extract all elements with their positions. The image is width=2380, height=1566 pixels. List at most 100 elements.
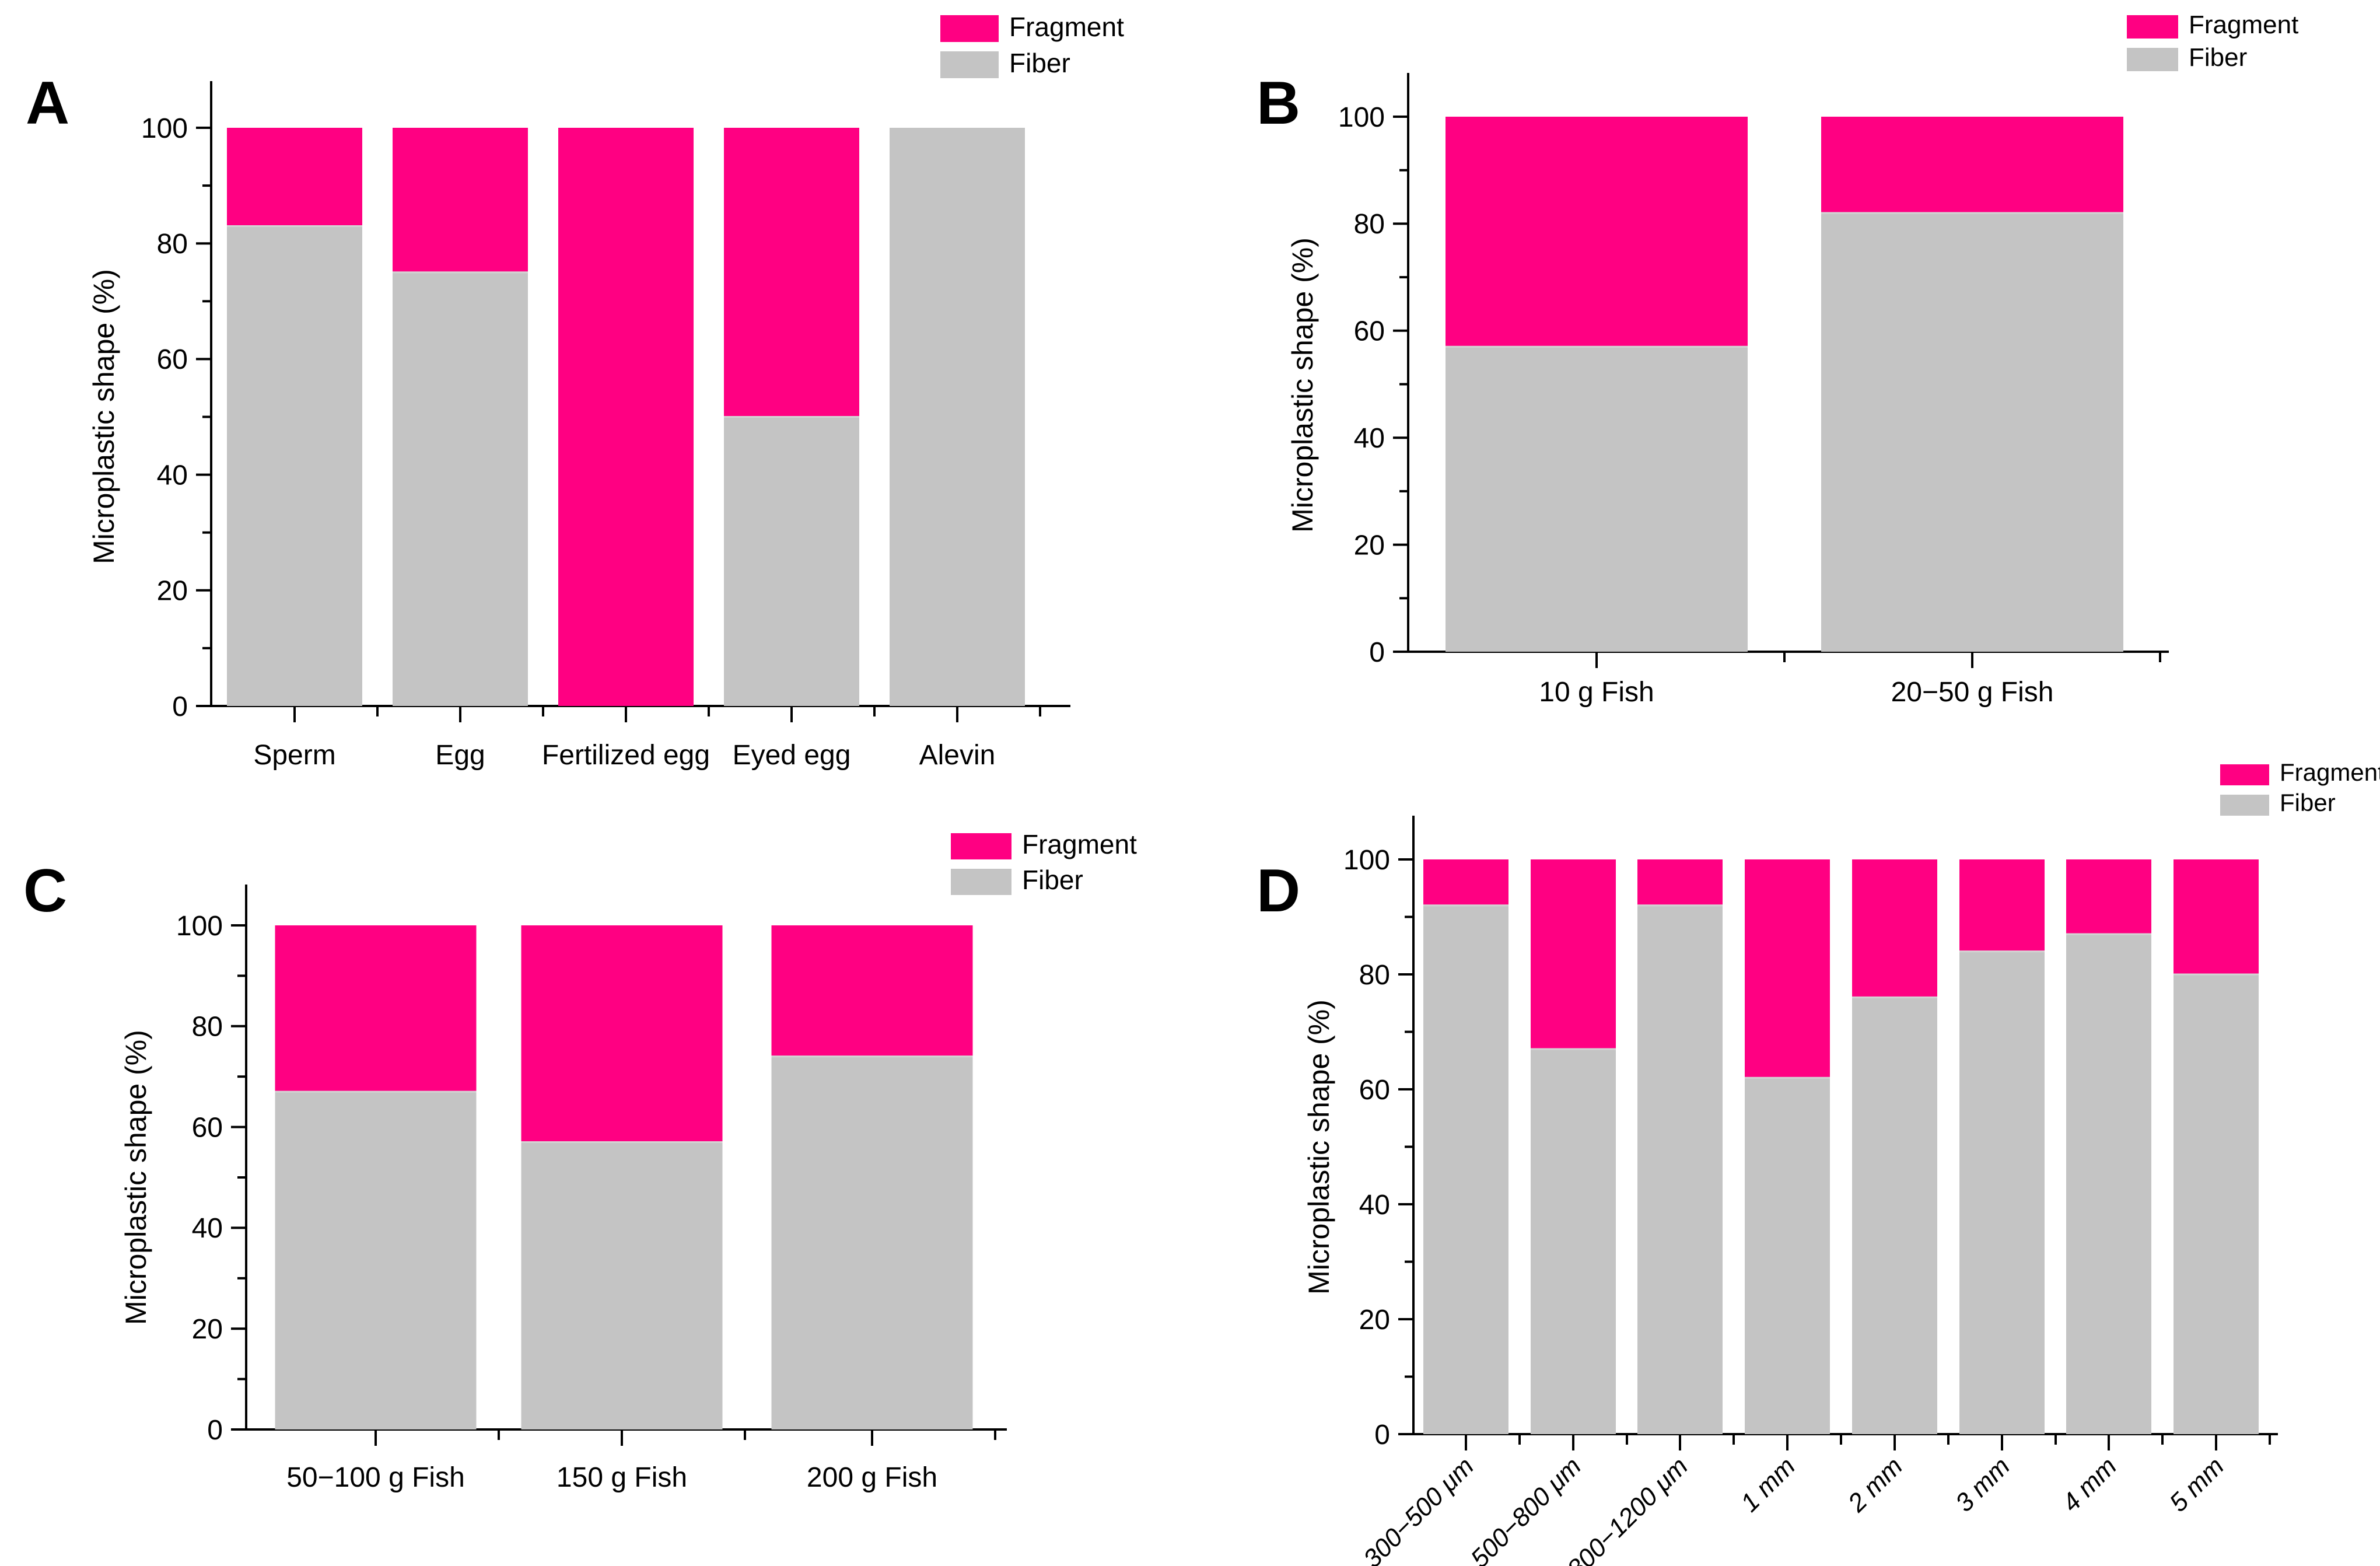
bar-segment-fiber-5 bbox=[1959, 951, 2045, 1434]
category-label: Eyed egg bbox=[733, 740, 851, 771]
bar-segment-fiber-1 bbox=[1821, 213, 2123, 652]
category-label: 4 mm bbox=[2057, 1452, 2122, 1517]
bar-segment-fragment-1 bbox=[521, 925, 723, 1142]
y-tick-label: 80 bbox=[192, 1012, 223, 1043]
y-tick-label: 60 bbox=[1354, 316, 1385, 347]
bar-segment-fragment-2 bbox=[771, 925, 973, 1057]
bar-segment-fragment-0 bbox=[275, 925, 477, 1092]
y-tick-label: 80 bbox=[157, 229, 188, 260]
legend-swatch-fragment bbox=[2220, 764, 2269, 785]
y-tick-label: 60 bbox=[1359, 1075, 1390, 1106]
category-label: 3 mm bbox=[1950, 1452, 2015, 1517]
y-tick-label: 20 bbox=[192, 1314, 223, 1345]
category-label: Egg bbox=[435, 740, 485, 771]
bar-segment-fiber-2 bbox=[1637, 905, 1723, 1434]
y-tick-label: 20 bbox=[1354, 530, 1385, 561]
category-label: 2 mm bbox=[1842, 1452, 1908, 1518]
legend-label-fragment: Fragment bbox=[1022, 829, 1137, 859]
bar-segment-fiber-4 bbox=[890, 128, 1025, 706]
category-label: 1 mm bbox=[1735, 1452, 1801, 1517]
legend-label-fiber: Fiber bbox=[2280, 789, 2336, 816]
category-label: 10 g Fish bbox=[1539, 677, 1654, 708]
y-tick-label: 60 bbox=[157, 344, 188, 375]
y-tick-label: 80 bbox=[1354, 209, 1385, 240]
legend-swatch-fragment bbox=[940, 15, 999, 42]
category-label: 300−500 μm bbox=[1358, 1452, 1479, 1566]
bar-segment-fiber-0 bbox=[1446, 347, 1748, 652]
bar-segment-fiber-1 bbox=[1531, 1049, 1616, 1434]
y-tick-label: 100 bbox=[176, 911, 223, 942]
y-tick-label: 40 bbox=[157, 460, 188, 491]
bar-segment-fiber-3 bbox=[1745, 1078, 1830, 1434]
category-label: 50−100 g Fish bbox=[286, 1462, 465, 1493]
bar-segment-fragment-6 bbox=[2066, 859, 2151, 935]
legend-swatch-fiber bbox=[2220, 795, 2269, 816]
y-tick-label: 100 bbox=[141, 113, 188, 144]
category-label: 5 mm bbox=[2164, 1452, 2230, 1517]
bar-segment-fiber-1 bbox=[521, 1142, 723, 1429]
bar-segment-fragment-0 bbox=[1446, 117, 1748, 347]
y-tick-label: 40 bbox=[1354, 423, 1385, 454]
category-label: 200 g Fish bbox=[807, 1462, 937, 1493]
bar-segment-fragment-0 bbox=[227, 128, 362, 226]
y-axis-title: Microplastic shape (%) bbox=[120, 1030, 152, 1325]
bar-segment-fiber-0 bbox=[227, 226, 362, 707]
y-tick-label: 0 bbox=[1374, 1420, 1390, 1450]
legend-label-fragment: Fragment bbox=[2189, 11, 2298, 39]
category-label: Fertilized egg bbox=[542, 740, 710, 771]
y-axis-title: Microplastic shape (%) bbox=[1303, 999, 1335, 1295]
category-label: 500−800 μm bbox=[1465, 1452, 1587, 1566]
legend-swatch-fragment bbox=[2127, 15, 2178, 39]
panel-letter-d: D bbox=[1256, 857, 1300, 925]
y-axis-title: Microplastic shape (%) bbox=[1286, 237, 1319, 533]
category-label: Alevin bbox=[919, 740, 996, 771]
y-tick-label: 0 bbox=[1369, 637, 1385, 668]
y-tick-label: 40 bbox=[1359, 1190, 1390, 1221]
legend-label-fragment: Fragment bbox=[1009, 12, 1124, 42]
y-tick-label: 60 bbox=[192, 1112, 223, 1143]
panel-letter-a: A bbox=[26, 69, 69, 137]
legend-swatch-fiber bbox=[2127, 48, 2178, 71]
category-label: 150 g Fish bbox=[556, 1462, 687, 1493]
legend-swatch-fiber bbox=[940, 51, 999, 78]
bar-segment-fragment-2 bbox=[1637, 859, 1723, 906]
bar-segment-fragment-2 bbox=[558, 128, 694, 706]
panel-letter-b: B bbox=[1256, 69, 1300, 137]
y-axis-title: Microplastic shape (%) bbox=[88, 269, 120, 564]
bar-segment-fragment-1 bbox=[393, 128, 528, 272]
y-tick-label: 0 bbox=[207, 1415, 223, 1446]
y-tick-label: 20 bbox=[1359, 1305, 1390, 1336]
y-tick-label: 0 bbox=[172, 691, 188, 722]
legend-label-fiber: Fiber bbox=[1009, 48, 1070, 78]
bar-segment-fiber-7 bbox=[2174, 974, 2259, 1434]
bar-segment-fragment-4 bbox=[1852, 859, 1937, 998]
bar-segment-fragment-1 bbox=[1821, 117, 2123, 214]
legend-swatch-fragment bbox=[951, 833, 1012, 859]
bar-segment-fragment-5 bbox=[1959, 859, 2045, 952]
legend-label-fiber: Fiber bbox=[2189, 43, 2247, 72]
y-tick-label: 100 bbox=[1343, 845, 1390, 876]
bar-segment-fiber-2 bbox=[771, 1056, 973, 1429]
bar-segment-fragment-1 bbox=[1531, 859, 1616, 1050]
bar-segment-fragment-3 bbox=[724, 128, 859, 417]
legend-label-fragment: Fragment bbox=[2280, 758, 2380, 786]
y-tick-label: 40 bbox=[192, 1213, 223, 1244]
bar-segment-fiber-6 bbox=[2066, 934, 2151, 1434]
y-tick-label: 20 bbox=[157, 576, 188, 607]
y-tick-label: 80 bbox=[1359, 960, 1390, 991]
bar-segment-fiber-3 bbox=[724, 417, 859, 706]
legend-swatch-fiber bbox=[951, 869, 1012, 895]
bar-segment-fragment-3 bbox=[1745, 859, 1830, 1078]
category-label: 20−50 g Fish bbox=[1891, 677, 2054, 708]
legend-label-fiber: Fiber bbox=[1022, 865, 1083, 895]
panel-letter-c: C bbox=[23, 857, 67, 925]
bar-segment-fiber-1 bbox=[393, 272, 528, 706]
bar-segment-fiber-4 bbox=[1852, 997, 1937, 1434]
bar-segment-fiber-0 bbox=[275, 1092, 477, 1429]
bar-segment-fragment-7 bbox=[2174, 859, 2259, 974]
category-label: Sperm bbox=[253, 740, 335, 771]
y-tick-label: 100 bbox=[1338, 102, 1385, 133]
bar-segment-fiber-0 bbox=[1423, 905, 1508, 1434]
